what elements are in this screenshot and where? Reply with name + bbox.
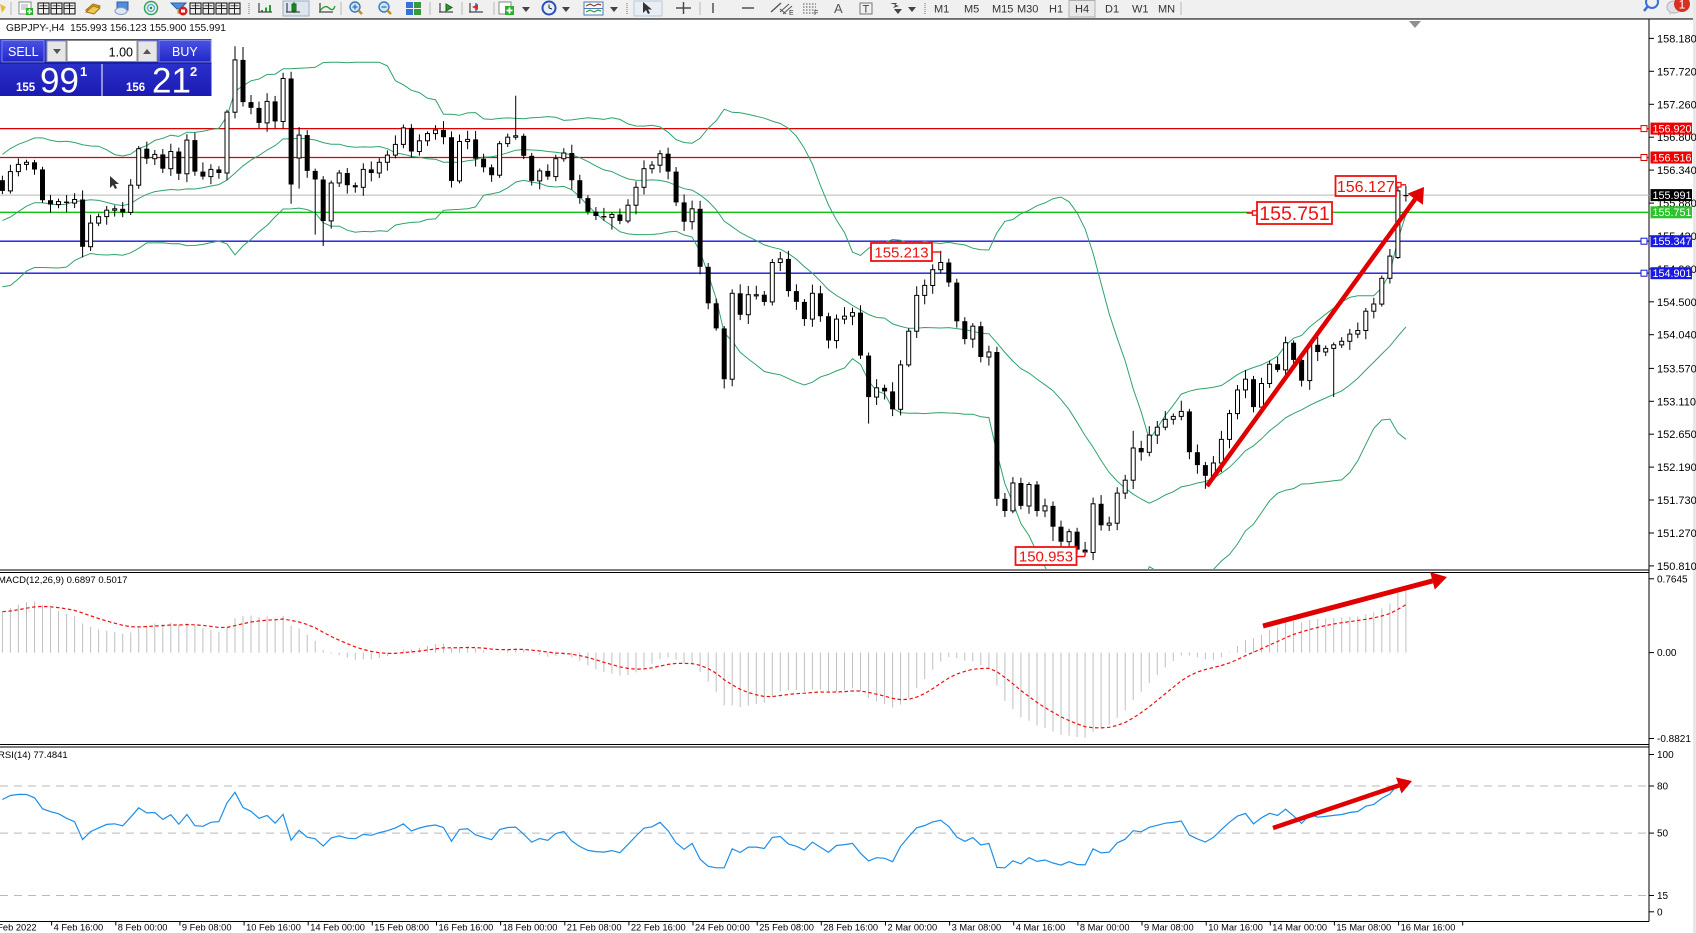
svg-text:9 Mar 08:00: 9 Mar 08:00 [1144, 923, 1194, 933]
svg-text:156: 156 [126, 82, 145, 94]
svg-text:10 Mar 16:00: 10 Mar 16:00 [1208, 923, 1263, 933]
svg-text:3 Feb 2022: 3 Feb 2022 [0, 923, 37, 933]
svg-text:M5: M5 [964, 4, 979, 16]
svg-text:GBPJPY-,H4 155.993 156.123 15: GBPJPY-,H4 155.993 156.123 155.900 155.9… [6, 23, 226, 34]
svg-text:50: 50 [1657, 829, 1669, 840]
svg-text:MN: MN [1158, 4, 1175, 16]
svg-text:156.920: 156.920 [1653, 123, 1692, 135]
svg-text:16 Feb 16:00: 16 Feb 16:00 [439, 923, 494, 933]
svg-text:156.800: 156.800 [1657, 132, 1696, 144]
svg-text:14 Feb 00:00: 14 Feb 00:00 [310, 923, 365, 933]
svg-text:M1: M1 [934, 4, 949, 16]
svg-text:2 Mar 00:00: 2 Mar 00:00 [888, 923, 938, 933]
svg-text:H1: H1 [1049, 4, 1063, 16]
svg-text:8 Feb 00:00: 8 Feb 00:00 [118, 923, 168, 933]
svg-text:150.953: 150.953 [1019, 548, 1073, 565]
svg-text:15: 15 [1657, 891, 1669, 902]
svg-text:25 Feb 08:00: 25 Feb 08:00 [759, 923, 814, 933]
svg-text:156.516: 156.516 [1653, 152, 1692, 164]
svg-text:22 Feb 16:00: 22 Feb 16:00 [631, 923, 686, 933]
svg-text:24 Feb 00:00: 24 Feb 00:00 [695, 923, 750, 933]
svg-text:0.7645: 0.7645 [1657, 574, 1688, 585]
svg-text:154.901: 154.901 [1653, 268, 1692, 280]
svg-text:15 Mar 08:00: 15 Mar 08:00 [1336, 923, 1391, 933]
svg-text:155.751: 155.751 [1653, 207, 1692, 219]
svg-text:SELL: SELL [8, 45, 39, 59]
svg-text:155.213: 155.213 [874, 244, 928, 261]
svg-text:153.110: 153.110 [1657, 396, 1696, 408]
svg-text:151.270: 151.270 [1657, 528, 1696, 540]
svg-text:153.570: 153.570 [1657, 363, 1696, 375]
svg-text:8 Mar 00:00: 8 Mar 00:00 [1080, 923, 1130, 933]
svg-text:80: 80 [1657, 782, 1669, 793]
svg-text:0: 0 [1657, 907, 1663, 918]
svg-text:10 Feb 16:00: 10 Feb 16:00 [246, 923, 301, 933]
svg-text:158.180: 158.180 [1657, 33, 1696, 45]
svg-text:W1: W1 [1132, 4, 1149, 16]
svg-text:155.347: 155.347 [1653, 236, 1692, 248]
svg-text:155.751: 155.751 [1259, 203, 1330, 225]
svg-text:100: 100 [1657, 750, 1674, 761]
svg-text:14 Mar 00:00: 14 Mar 00:00 [1272, 923, 1327, 933]
svg-text:4 Feb 16:00: 4 Feb 16:00 [54, 923, 104, 933]
svg-text:21 Feb 08:00: 21 Feb 08:00 [567, 923, 622, 933]
svg-text:9 Feb 08:00: 9 Feb 08:00 [182, 923, 232, 933]
svg-text:155.991: 155.991 [1653, 190, 1692, 202]
svg-text:157.720: 157.720 [1657, 66, 1696, 78]
svg-text:150.810: 150.810 [1657, 561, 1696, 573]
svg-text:A: A [834, 1, 843, 16]
svg-text:BUY: BUY [172, 45, 198, 59]
svg-text:F: F [814, 10, 818, 17]
svg-text:M30: M30 [1017, 4, 1038, 16]
svg-text:1: 1 [80, 64, 87, 79]
svg-text:152.650: 152.650 [1657, 429, 1696, 441]
svg-text:156.127: 156.127 [1337, 179, 1395, 196]
svg-text:T: T [863, 4, 870, 16]
svg-text:99: 99 [40, 62, 79, 101]
svg-text:157.260: 157.260 [1657, 99, 1696, 111]
svg-text:154.040: 154.040 [1657, 330, 1696, 342]
svg-text:H4: H4 [1075, 4, 1089, 16]
svg-text:M15: M15 [992, 4, 1013, 16]
svg-text:-0.8821: -0.8821 [1657, 734, 1691, 745]
svg-text:21: 21 [152, 62, 191, 101]
svg-text:16 Mar 16:00: 16 Mar 16:00 [1401, 923, 1456, 933]
svg-text:1.00: 1.00 [109, 46, 133, 60]
svg-text:156.340: 156.340 [1657, 165, 1696, 177]
svg-text:MACD(12,26,9) 0.6897 0.5017: MACD(12,26,9) 0.6897 0.5017 [0, 575, 127, 586]
svg-text:15 Feb 08:00: 15 Feb 08:00 [374, 923, 429, 933]
svg-text:E: E [789, 10, 794, 17]
svg-text:1: 1 [1679, 0, 1686, 12]
svg-text:D1: D1 [1105, 4, 1119, 16]
svg-text:151.730: 151.730 [1657, 495, 1696, 507]
svg-text:152.190: 152.190 [1657, 462, 1696, 474]
svg-text:18 Feb 00:00: 18 Feb 00:00 [503, 923, 558, 933]
svg-text:2: 2 [190, 64, 197, 79]
svg-text:4 Mar 16:00: 4 Mar 16:00 [1016, 923, 1066, 933]
svg-text:154.500: 154.500 [1657, 297, 1696, 309]
svg-text:0.00: 0.00 [1657, 648, 1677, 659]
svg-text:28 Feb 16:00: 28 Feb 16:00 [823, 923, 878, 933]
svg-text:RSI(14) 77.4841: RSI(14) 77.4841 [0, 750, 68, 761]
svg-text:155: 155 [16, 82, 36, 94]
svg-text:3 Mar 08:00: 3 Mar 08:00 [952, 923, 1002, 933]
